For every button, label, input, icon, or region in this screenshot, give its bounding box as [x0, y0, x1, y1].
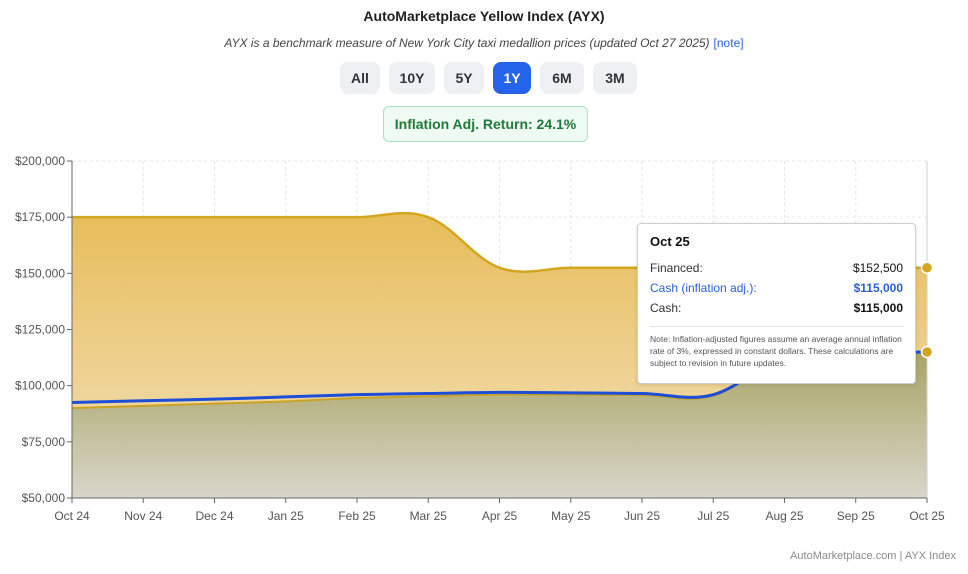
range-button-5y[interactable]: 5Y	[444, 62, 484, 94]
x-tick-label: Nov 24	[124, 509, 162, 523]
y-tick-label: $100,000	[15, 379, 65, 393]
range-button-1y[interactable]: 1Y	[493, 62, 531, 94]
x-tick-label: Apr 25	[482, 509, 518, 523]
chart-subtitle: AYX is a benchmark measure of New York C…	[0, 36, 968, 50]
tooltip-label: Cash (inflation adj.):	[650, 281, 757, 295]
tooltip-label: Cash:	[650, 301, 682, 315]
chart-axes	[67, 160, 928, 503]
range-button-6m[interactable]: 6M	[540, 62, 584, 94]
y-tick-label: $150,000	[15, 266, 65, 280]
x-tick-label: Sep 25	[837, 509, 875, 523]
range-selector: All 10Y 5Y 1Y 6M 3M	[340, 62, 637, 94]
x-tick-label: Jan 25	[268, 509, 304, 523]
tooltip: Oct 25 Financed: $152,500 Cash (inflation…	[637, 223, 916, 384]
financed-marker	[920, 261, 934, 274]
x-tick-label: Jul 25	[697, 509, 729, 523]
return-badge: Inflation Adj. Return: 24.1%	[383, 106, 588, 142]
tooltip-row-financed: Financed: $152,500	[650, 258, 903, 278]
footer-credit: AutoMarketplace.com | AYX Index	[790, 550, 956, 562]
tooltip-row-cash-adjusted: Cash (inflation adj.): $115,000	[650, 278, 903, 298]
range-button-10y[interactable]: 10Y	[389, 62, 435, 94]
tooltip-value: $115,000	[853, 281, 903, 295]
y-tick-label: $75,000	[22, 435, 66, 449]
tooltip-note: Note: Inflation-adjusted figures assume …	[650, 326, 903, 369]
x-tick-label: Feb 25	[338, 509, 376, 523]
x-tick-label: Aug 25	[765, 509, 803, 523]
note-link[interactable]: [note]	[713, 36, 744, 50]
x-tick-label: Oct 24	[54, 509, 90, 523]
y-tick-label: $125,000	[15, 323, 65, 337]
tooltip-value: $115,000	[853, 301, 903, 315]
subtitle-text: AYX is a benchmark measure of New York C…	[224, 36, 710, 50]
range-button-all[interactable]: All	[340, 62, 380, 94]
x-tick-label: Oct 25	[909, 509, 945, 523]
cash-marker	[920, 345, 934, 359]
tooltip-date: Oct 25	[650, 234, 690, 249]
tooltip-row-cash: Cash: $115,000	[650, 298, 903, 318]
x-tick-label: May 25	[551, 509, 591, 523]
axis-labels: $50,000 $75,000 $100,000 $125,000 $150,000 $1…	[15, 154, 945, 523]
x-tick-label: Mar 25	[410, 509, 448, 523]
tooltip-label: Financed:	[650, 261, 703, 275]
y-tick-label: $200,000	[15, 154, 65, 168]
y-tick-label: $50,000	[22, 491, 66, 505]
chart-title: AutoMarketplace Yellow Index (AYX)	[363, 8, 605, 24]
y-tick-label: $175,000	[15, 210, 65, 224]
range-button-3m[interactable]: 3M	[593, 62, 637, 94]
x-tick-label: Jun 25	[624, 509, 660, 523]
hover-markers	[920, 261, 934, 359]
tooltip-value: $152,500	[852, 261, 903, 275]
x-tick-label: Dec 24	[195, 509, 233, 523]
cash-area	[72, 351, 927, 498]
